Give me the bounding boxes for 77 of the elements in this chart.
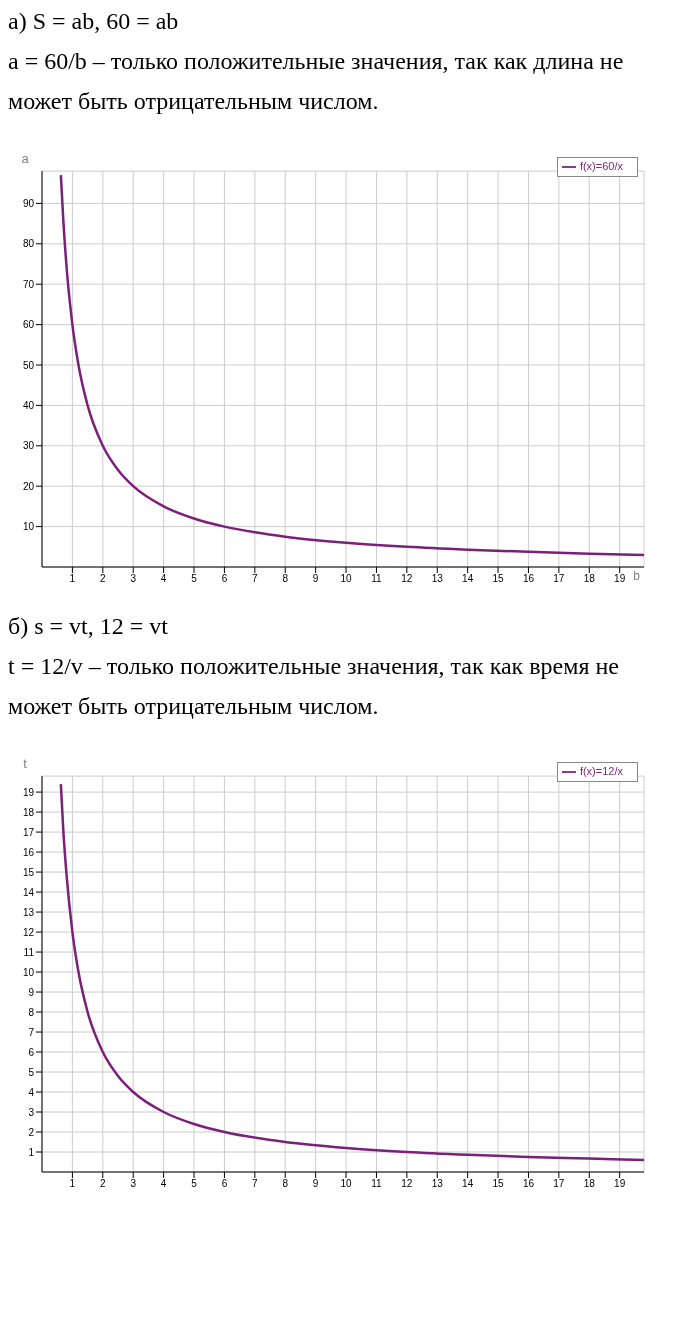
x-tick-label: 2 <box>100 1178 107 1190</box>
chart-title: б) s = vt, 12 = vt <box>8 613 169 640</box>
x-tick-label: 18 <box>583 1178 596 1190</box>
y-tick-label: 7 <box>28 1026 35 1038</box>
y-tick-label: 16 <box>22 846 35 858</box>
y-tick-label: 10 <box>22 521 35 533</box>
x-tick-label: 9 <box>312 1178 319 1190</box>
x-tick-label: 19 <box>614 573 626 585</box>
y-tick-label: 60 <box>22 319 35 331</box>
y-tick-label: 18 <box>22 806 35 818</box>
y-tick-label: 11 <box>23 946 35 958</box>
x-tick-label: 3 <box>130 573 137 585</box>
x-tick-label: 16 <box>522 1178 535 1190</box>
x-tick-label: 8 <box>282 1178 289 1190</box>
x-tick-label: 6 <box>221 573 228 585</box>
line-series <box>59 173 644 557</box>
y-tick-label: 19 <box>22 786 35 798</box>
x-tick-label: 16 <box>522 573 535 585</box>
y-tick-label: 2 <box>28 1126 35 1138</box>
x-tick-label: 2 <box>100 573 107 585</box>
x-tick-label: 1 <box>69 573 76 585</box>
line-series <box>59 782 644 1162</box>
x-tick-label: 15 <box>492 573 505 585</box>
x-tick-label: 17 <box>553 1178 565 1190</box>
y-tick-label: 13 <box>22 906 35 918</box>
y-axis-title: a <box>21 151 30 167</box>
x-tick-label: 19 <box>614 1178 626 1190</box>
x-tick-label: 10 <box>340 573 353 585</box>
y-tick-label: 9 <box>28 986 35 998</box>
chart-title: а) S = ab, 60 = ab <box>8 8 180 35</box>
chart-subtitle: t = 12/v – только положительные значения, так как время не может быть отрицательным числом. <box>8 652 620 721</box>
x-tick-label: 14 <box>462 1178 474 1190</box>
x-tick-label: 13 <box>431 1178 444 1190</box>
y-tick-label: 5 <box>28 1066 35 1078</box>
x-tick-label: 5 <box>191 573 198 585</box>
x-tick-label: 3 <box>130 1178 137 1190</box>
legend-label: f(x)=60/x <box>579 160 623 172</box>
x-tick-label: 5 <box>191 1178 198 1190</box>
x-tick-label: 11 <box>371 573 383 585</box>
y-tick-label: 17 <box>22 826 35 838</box>
y-tick-label: 90 <box>22 197 35 209</box>
x-tick-label: 15 <box>492 1178 505 1190</box>
x-tick-label: 12 <box>401 573 413 585</box>
x-tick-label: 10 <box>340 1178 353 1190</box>
y-tick-label: 40 <box>22 399 35 411</box>
y-tick-label: 3 <box>28 1106 35 1118</box>
x-tick-label: 14 <box>462 573 474 585</box>
x-tick-label: 18 <box>583 573 596 585</box>
y-tick-label: 8 <box>28 1006 35 1018</box>
y-tick-label: 20 <box>22 480 35 492</box>
x-axis-title: b <box>633 568 641 583</box>
x-tick-label: 1 <box>69 1178 76 1190</box>
x-tick-label: 8 <box>282 573 289 585</box>
y-tick-label: 4 <box>28 1086 35 1098</box>
y-tick-label: 50 <box>22 359 35 371</box>
y-tick-label: 30 <box>22 440 35 452</box>
x-tick-label: 4 <box>160 573 167 585</box>
y-tick-label: 6 <box>28 1046 35 1058</box>
y-tick-label: 80 <box>22 238 35 250</box>
x-tick-label: 17 <box>553 573 565 585</box>
legend-label: f(x)=12/x <box>579 765 623 777</box>
x-tick-label: 7 <box>252 1178 259 1190</box>
y-tick-label: 10 <box>22 966 35 978</box>
x-tick-label: 13 <box>431 573 444 585</box>
x-tick-label: 12 <box>401 1178 413 1190</box>
x-tick-label: 6 <box>221 1178 228 1190</box>
x-tick-label: 11 <box>371 1178 383 1190</box>
x-tick-label: 7 <box>252 573 259 585</box>
y-tick-label: 14 <box>22 886 35 898</box>
chart-subtitle: a = 60/b – только положительные значения, так как длина не может быть отрицательным числом. <box>8 47 625 116</box>
y-tick-label: 12 <box>22 926 35 938</box>
y-axis-title: t <box>23 756 28 772</box>
y-tick-label: 70 <box>22 278 35 290</box>
y-tick-label: 15 <box>22 866 35 878</box>
y-tick-label: 1 <box>28 1146 35 1158</box>
x-tick-label: 9 <box>312 573 319 585</box>
x-tick-label: 4 <box>160 1178 167 1190</box>
